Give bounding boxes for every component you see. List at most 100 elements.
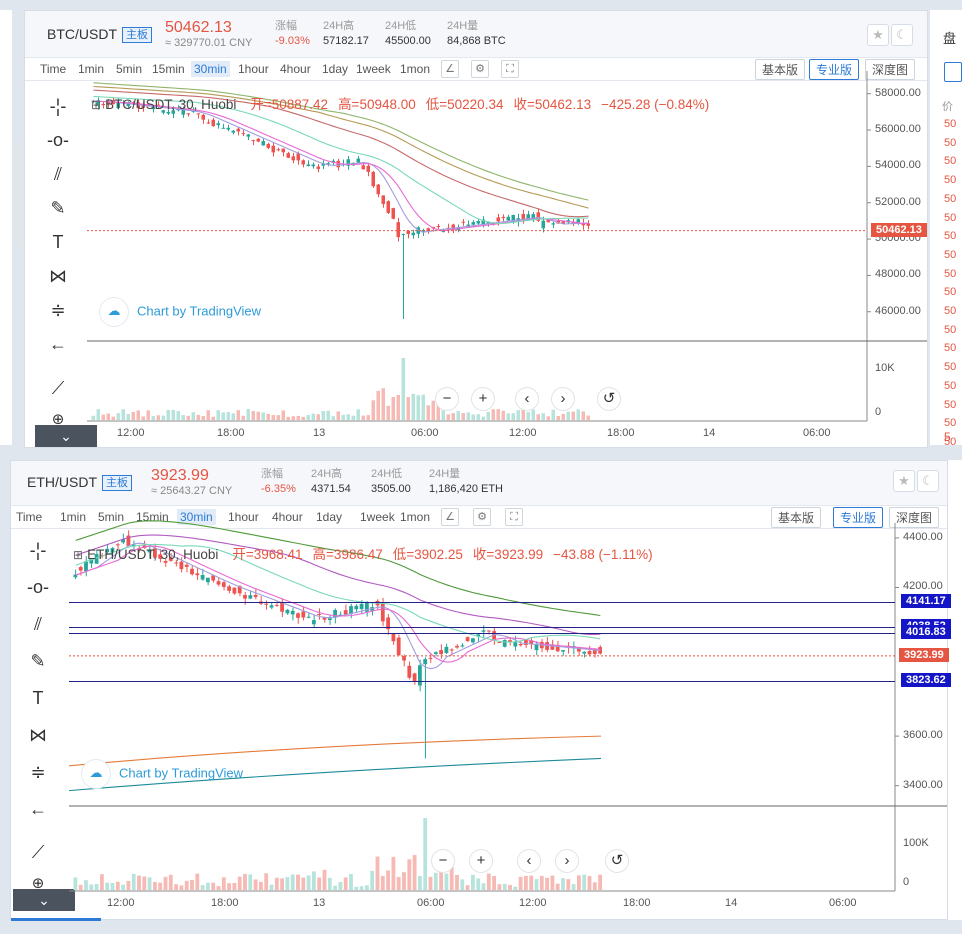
timeframe-30min[interactable]: 30min [191, 61, 230, 77]
volume-bar [491, 409, 495, 420]
price-axis-label: 3600.00 [903, 729, 943, 742]
zoom-out-button[interactable]: − [435, 387, 459, 411]
indicator-icon[interactable]: ∠ [441, 508, 459, 526]
mode-0[interactable]: 基本版 [755, 59, 806, 80]
timeframe-1min[interactable]: 1min [60, 510, 87, 524]
timeframe-5min[interactable]: 5min [98, 510, 125, 524]
settings-icon[interactable]: ⚙ [473, 508, 491, 526]
stat-2: 24H低 3505.00 [371, 467, 411, 497]
stat-label: 24H高 [311, 468, 343, 480]
timeframe-4hour[interactable]: 4hour [280, 62, 311, 76]
ruler-icon[interactable]: ⟋ [31, 842, 45, 862]
timeframe-1day[interactable]: 1day [316, 510, 343, 524]
candle-body [78, 567, 83, 571]
candle-body [541, 220, 545, 229]
reset-button[interactable]: ↺ [605, 849, 629, 873]
ruler-icon[interactable]: ⟋ [51, 378, 65, 398]
measure-fib-icon[interactable]: ≑ [30, 762, 46, 782]
zoom-in-icon[interactable]: ⊕ [51, 411, 65, 428]
tradingview-watermark[interactable]: ☁ Chart by TradingView [99, 297, 261, 327]
scroll-right-button[interactable]: › [551, 387, 575, 411]
brush-icon[interactable]: ✎ [30, 651, 46, 671]
mode-2[interactable]: 深度图 [889, 507, 940, 528]
reset-button[interactable]: ↺ [597, 387, 621, 411]
indicator-icon[interactable]: ∠ [441, 60, 459, 78]
legend-expand-icon[interactable]: ⊞ [73, 548, 84, 562]
candle-body [89, 558, 94, 564]
crosshair-icon[interactable]: -¦- [49, 96, 67, 116]
candle-body [281, 148, 285, 153]
fullscreen-icon[interactable]: ⛶ [505, 508, 523, 526]
timeframe-15min[interactable]: 15min [152, 62, 185, 76]
back-arrow-icon[interactable]: ← [29, 799, 47, 819]
volume-bar [195, 873, 200, 890]
timeframe-5min[interactable]: 5min [116, 62, 143, 76]
candle-body [349, 606, 353, 614]
pattern-icon[interactable]: ⋈ [49, 266, 67, 286]
volume-bar [110, 882, 115, 890]
zoom-out-button[interactable]: − [431, 849, 455, 873]
scroll-left-button[interactable]: ‹ [515, 387, 539, 411]
price-chart-canvas[interactable] [11, 461, 947, 919]
volume-bar [502, 883, 507, 890]
settings-icon[interactable]: ⚙ [471, 60, 489, 78]
timeframe-1week[interactable]: 1week [360, 510, 395, 524]
mode-0[interactable]: 基本版 [771, 507, 822, 528]
trend-lines-icon[interactable]: ⫽ [53, 164, 63, 184]
theme-moon-icon[interactable]: ☾ [891, 24, 913, 46]
timeframe-time[interactable]: Time [40, 62, 67, 76]
candle-body [555, 644, 560, 652]
orderbook-column-label: 价 [942, 101, 953, 113]
trend-lines-icon[interactable]: ⫽ [33, 614, 43, 634]
tradingview-watermark[interactable]: ☁ Chart by TradingView [81, 759, 243, 789]
volume-bar [73, 877, 78, 890]
stat-label: 涨幅 [261, 468, 283, 480]
zoom-in-icon[interactable]: ⊕ [31, 875, 45, 892]
timeframe-1min[interactable]: 1min [78, 62, 105, 76]
text-icon[interactable]: T [52, 232, 64, 252]
candle-body [306, 164, 310, 167]
candles [73, 530, 602, 759]
timeframe-1day[interactable]: 1day [322, 62, 349, 76]
volume-bar [375, 856, 380, 890]
legend-expand-icon[interactable]: ⊞ [91, 98, 102, 112]
candle-body [317, 613, 322, 615]
horizontal-line-icon[interactable]: -o- [47, 130, 69, 150]
candle-body [226, 127, 230, 130]
timeframe-4hour[interactable]: 4hour [272, 510, 303, 524]
moving-average-line [93, 100, 589, 232]
timeframe-1week[interactable]: 1week [356, 62, 391, 76]
horizontal-line-icon[interactable]: -o- [27, 577, 49, 597]
mode-1[interactable]: 专业版 [833, 507, 884, 528]
scroll-right-button[interactable]: › [555, 849, 579, 873]
moving-average-line [93, 85, 589, 209]
theme-moon-icon[interactable]: ☾ [917, 470, 939, 492]
timeframe-1mon[interactable]: 1mon [400, 62, 431, 76]
back-arrow-icon[interactable]: ← [49, 334, 67, 354]
mode-1[interactable]: 专业版 [809, 59, 860, 80]
timeframe-1hour[interactable]: 1hour [228, 510, 259, 524]
last-price: 3923.99 [151, 467, 209, 484]
brush-icon[interactable]: ✎ [50, 198, 66, 218]
collapse-toolbar-button[interactable]: ⌄ [35, 425, 97, 447]
collapse-toolbar-button[interactable]: ⌄ [13, 889, 75, 911]
crosshair-icon[interactable]: -¦- [29, 540, 47, 560]
timeframe-1mon[interactable]: 1mon [400, 510, 431, 524]
timeframe-1hour[interactable]: 1hour [238, 62, 269, 76]
timeframe-30min[interactable]: 30min [177, 509, 216, 525]
orderbook-tab-icon[interactable] [944, 62, 962, 82]
timeframe-time[interactable]: Time [16, 510, 43, 524]
zoom-in-button[interactable]: + [469, 849, 493, 873]
moving-average-long-teal [68, 757, 602, 792]
favorite-star-icon[interactable]: ★ [893, 470, 915, 492]
text-icon[interactable]: T [32, 688, 44, 708]
zoom-in-button[interactable]: + [471, 387, 495, 411]
mode-2[interactable]: 深度图 [865, 59, 916, 80]
favorite-star-icon[interactable]: ★ [867, 24, 889, 46]
price-chart-canvas[interactable] [25, 11, 927, 447]
scroll-left-button[interactable]: ‹ [517, 849, 541, 873]
measure-fib-icon[interactable]: ≑ [50, 300, 66, 320]
pattern-icon[interactable]: ⋈ [29, 725, 47, 745]
fullscreen-icon[interactable]: ⛶ [501, 60, 519, 78]
volume-bar [271, 414, 275, 420]
